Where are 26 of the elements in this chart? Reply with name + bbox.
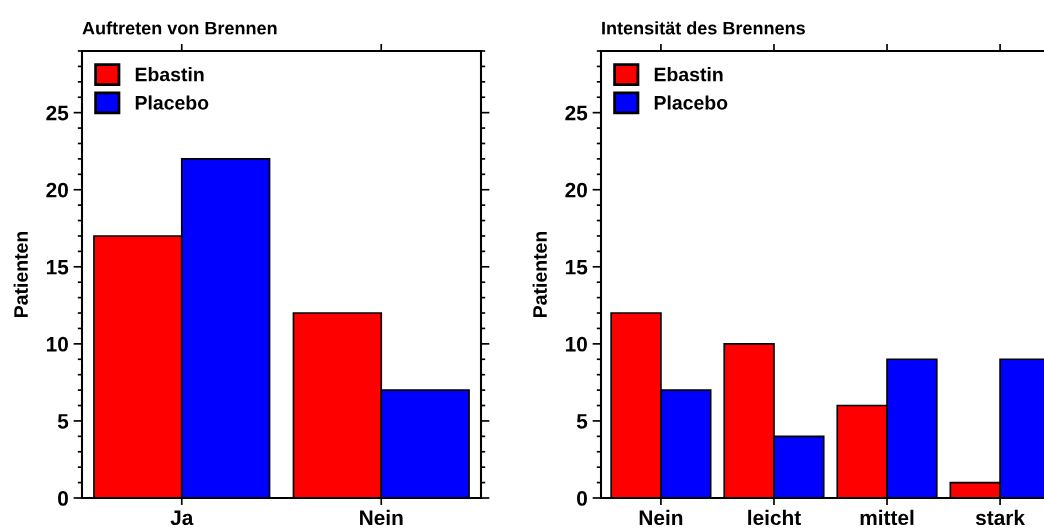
y-tick-label: 10 xyxy=(565,336,587,352)
x-tick-label: mittel xyxy=(860,509,914,526)
y-axis-title: Patienten xyxy=(13,231,28,317)
y-tick-label: 10 xyxy=(46,336,68,352)
legend-label: Placebo xyxy=(654,95,728,110)
x-tick-label: stark xyxy=(975,509,1026,526)
y-tick-label: 0 xyxy=(577,491,587,506)
y-tick-label: 0 xyxy=(58,491,68,506)
y-tick-label: 25 xyxy=(46,105,69,121)
y-tick-label: 5 xyxy=(57,414,69,429)
x-tick-label: leicht xyxy=(748,509,801,526)
y-tick-label: 20 xyxy=(46,182,68,198)
legend-label: Ebastin xyxy=(135,67,204,82)
x-tick-label: Nein xyxy=(360,509,403,526)
y-tick-label: 25 xyxy=(565,105,588,121)
legend-label: Placebo xyxy=(135,95,209,110)
y-axis-title: Patienten xyxy=(532,231,547,317)
chart-title: Intensität des Brennens xyxy=(602,21,805,35)
chart-title: Auftreten von Brennen xyxy=(82,21,277,35)
x-tick-label: Nein xyxy=(639,509,683,526)
y-tick-label: 15 xyxy=(565,260,588,275)
y-tick-label: 15 xyxy=(46,260,69,275)
legend-label: Ebastin xyxy=(654,67,723,82)
y-tick-label: 5 xyxy=(576,414,588,429)
x-tick-label: Ja xyxy=(170,510,194,526)
y-tick-label: 20 xyxy=(565,182,587,198)
